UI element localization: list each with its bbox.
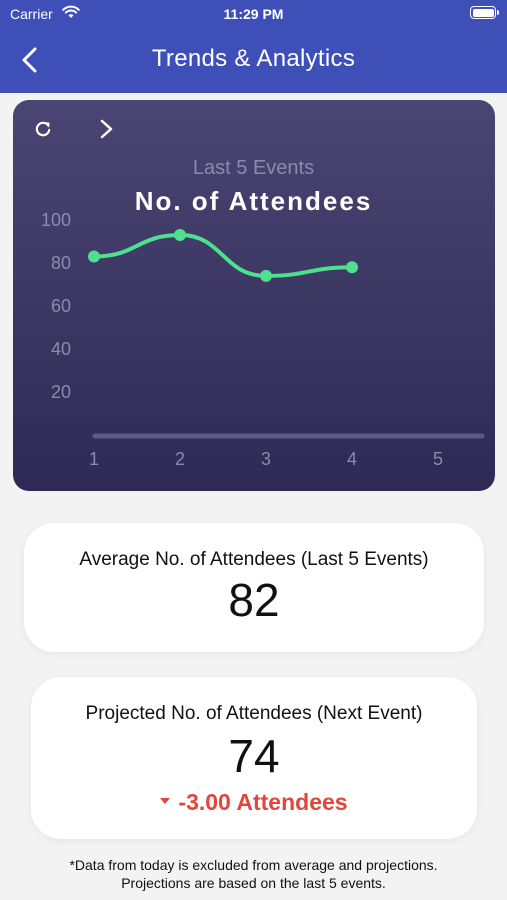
chart-subtitle: Last 5 Events bbox=[192, 157, 315, 179]
x-tick-label: 2 bbox=[175, 449, 185, 469]
y-tick-label: 80 bbox=[51, 253, 71, 273]
x-tick-label: 5 bbox=[433, 449, 443, 469]
projected-label: Projected No. of Attendees (Next Event) bbox=[85, 703, 423, 724]
attendees-line-chart: 100 80 60 40 20 1 2 3 4 5 bbox=[41, 210, 485, 469]
y-tick-label: 40 bbox=[51, 339, 71, 359]
average-value: 82 bbox=[228, 574, 280, 626]
chart-title: No. of Attendees bbox=[134, 186, 373, 216]
next-button[interactable] bbox=[98, 118, 116, 140]
x-tick-label: 1 bbox=[89, 449, 99, 469]
x-tick-label: 4 bbox=[347, 449, 357, 469]
projected-delta: -3.00 Attendees bbox=[31, 789, 477, 816]
battery-icon bbox=[470, 6, 499, 19]
footnote: *Data from today is excluded from averag… bbox=[0, 856, 507, 892]
carrier-label: Carrier bbox=[10, 6, 53, 22]
data-point bbox=[260, 269, 272, 282]
average-label: Average No. of Attendees (Last 5 Events) bbox=[79, 549, 429, 570]
chevron-right-icon bbox=[100, 119, 113, 139]
projected-value: 74 bbox=[228, 730, 280, 782]
wifi-icon bbox=[62, 5, 80, 18]
average-card: Average No. of Attendees (Last 5 Events)… bbox=[24, 523, 484, 652]
app-header: Carrier 11:29 PM Trends & Analytics bbox=[0, 0, 507, 93]
status-time: 11:29 PM bbox=[223, 6, 284, 22]
page-title: Trends & Analytics bbox=[151, 45, 356, 72]
data-point bbox=[88, 250, 100, 263]
refresh-icon bbox=[35, 121, 51, 137]
projected-card: Projected No. of Attendees (Next Event) … bbox=[31, 677, 477, 839]
caret-down-icon bbox=[160, 797, 171, 804]
x-tick-label: 3 bbox=[261, 449, 271, 469]
chart-card bbox=[13, 100, 495, 491]
data-point bbox=[174, 229, 186, 242]
chevron-left-icon bbox=[22, 47, 37, 73]
y-tick-label: 100 bbox=[41, 210, 71, 230]
back-button[interactable] bbox=[18, 46, 42, 74]
y-tick-label: 20 bbox=[51, 382, 71, 402]
series-line bbox=[92, 233, 354, 278]
projected-delta-text: -3.00 Attendees bbox=[178, 789, 348, 815]
y-tick-label: 60 bbox=[51, 296, 71, 316]
footnote-line-2: Projections are based on the last 5 even… bbox=[121, 875, 386, 891]
footnote-line-1: *Data from today is excluded from averag… bbox=[69, 857, 438, 873]
refresh-button[interactable] bbox=[33, 119, 53, 139]
data-point bbox=[346, 261, 358, 274]
status-bar: Carrier 11:29 PM bbox=[0, 0, 507, 30]
